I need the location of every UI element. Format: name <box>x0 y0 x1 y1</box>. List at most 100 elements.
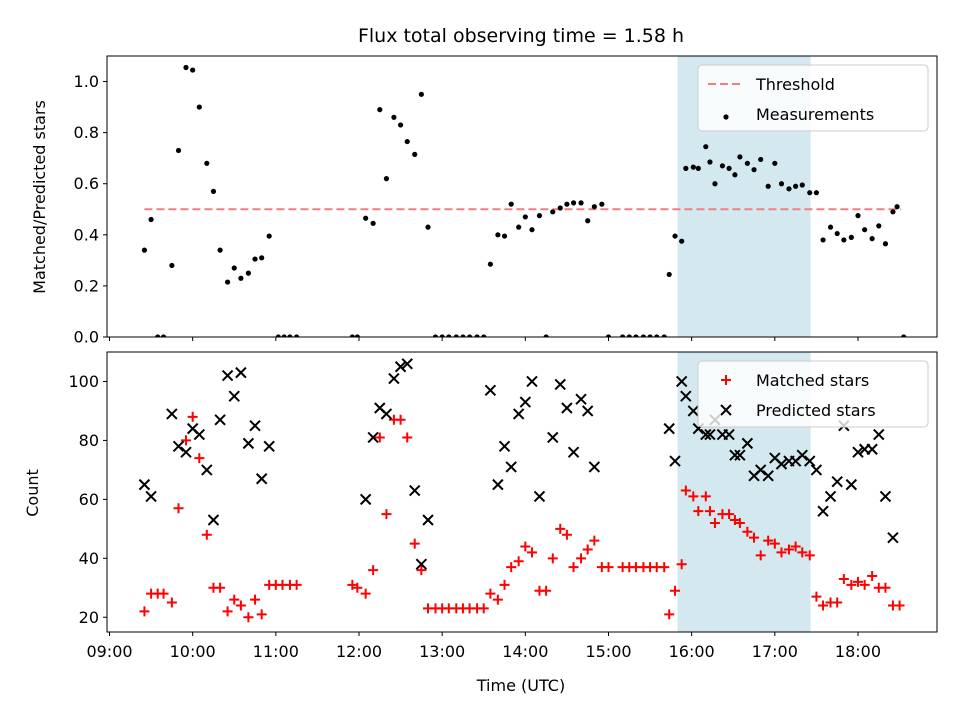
predicted-star-point <box>359 493 372 506</box>
matched-star-point <box>680 485 691 496</box>
measurement-point <box>855 213 861 219</box>
ratio-legend: Threshold Measurements <box>697 64 929 132</box>
matched-star-point <box>670 585 681 596</box>
predicted-star-point <box>138 478 151 491</box>
measurement-point <box>363 215 369 221</box>
predicted-star-point <box>845 478 858 491</box>
measurement-point <box>901 334 907 337</box>
measurement-point <box>169 262 175 269</box>
measurement-point <box>813 190 820 196</box>
measurement-point <box>719 163 726 169</box>
matched-star-point <box>776 547 787 558</box>
ratio-x-ticks <box>108 337 859 341</box>
matched-star-point <box>360 588 371 599</box>
x-axis-label: Time (UTC) <box>476 676 565 695</box>
legend-matched-swatch <box>721 375 731 385</box>
predicted-star-point <box>554 378 566 391</box>
predicted-star-point <box>484 384 497 397</box>
predicted-star-point <box>193 428 206 441</box>
measurement-point <box>647 334 653 337</box>
measurement-point <box>778 181 785 187</box>
ratio-y-label: Matched/Predicted stars <box>30 100 49 294</box>
predicted-star-point <box>180 446 192 458</box>
predicted-star-point <box>255 473 268 485</box>
measurement-point <box>679 238 685 244</box>
predicted-star-point <box>704 428 716 441</box>
measurement-point <box>683 165 689 171</box>
measurement-point <box>772 160 778 166</box>
predicted-star-point <box>388 372 400 385</box>
matched-star-point <box>603 562 614 573</box>
matched-star-point <box>811 591 822 602</box>
predicted-star-point <box>214 414 226 426</box>
measurement-point <box>474 334 480 337</box>
predicted-star-point <box>866 443 878 455</box>
measurement-point <box>605 334 612 337</box>
measurement-point <box>703 144 709 150</box>
measurement-point <box>585 218 591 224</box>
predicted-star-point <box>762 470 774 482</box>
predicted-star-point <box>498 440 511 453</box>
measurement-point <box>287 334 293 337</box>
legend-label: Measurements <box>756 105 874 124</box>
measurement-point <box>453 334 459 337</box>
measurement-point <box>661 334 667 337</box>
predicted-star-point <box>879 490 892 503</box>
matched-star-point <box>664 609 675 620</box>
x-tick-label: 13:00 <box>419 642 465 661</box>
matched-star-point <box>256 609 267 620</box>
matched-star-point <box>568 562 579 573</box>
predicted-star-point <box>367 431 379 444</box>
measurement-point <box>620 334 626 337</box>
x-tick-label: 10:00 <box>170 642 216 661</box>
measurement-point <box>848 234 854 240</box>
measurement-point <box>391 114 397 120</box>
measurement-point <box>446 334 452 337</box>
matched-star-point <box>818 600 829 611</box>
measurement-point <box>591 204 597 210</box>
measurement-point <box>633 334 639 337</box>
predicted-star-point <box>675 375 688 388</box>
x-tick-label: 18:00 <box>835 642 881 661</box>
predicted-star-point <box>172 440 185 453</box>
measurement-point <box>183 64 189 71</box>
legend-label: Threshold <box>755 75 835 94</box>
predicted-star-point <box>887 531 899 544</box>
measurement-point <box>495 232 501 238</box>
count-y-label: Count <box>23 469 42 517</box>
measurement-point <box>275 334 281 337</box>
matched-star-point <box>520 541 531 552</box>
measurement-point <box>820 237 826 243</box>
predicted-star-point <box>754 464 767 476</box>
predicted-star-point <box>235 366 247 379</box>
ratio-panel: 0.0 0.2 0.4 0.6 0.8 1.0 Matched/Predicted sta… <box>30 55 938 347</box>
matched-star-point <box>867 571 878 581</box>
ratio-axes-frame <box>106 55 938 338</box>
measurement-point <box>412 151 418 157</box>
measurement-point <box>294 334 300 337</box>
measurement-point <box>281 334 287 337</box>
measurement-point <box>404 138 410 145</box>
y-tick-label: 1.0 <box>74 72 99 91</box>
y-tick-label: 60 <box>79 490 99 509</box>
legend-label: Predicted stars <box>756 401 876 420</box>
measurement-point <box>672 233 678 239</box>
measurement-point <box>252 256 258 262</box>
legend-predicted-swatch <box>720 404 732 416</box>
measurement-point <box>666 271 672 278</box>
x-tick-label: 17:00 <box>752 642 798 661</box>
matched-star-point <box>561 529 572 540</box>
measurement-point <box>204 160 210 166</box>
matched-star-point <box>499 579 510 590</box>
predicted-star-point <box>824 490 837 503</box>
matched-star-point <box>374 432 385 443</box>
measurement-point <box>793 183 799 189</box>
measurement-point <box>231 265 237 271</box>
count-axes-frame <box>106 351 938 633</box>
predicted-star-point <box>228 390 240 402</box>
measurement-point <box>224 279 231 285</box>
predicted-star-point <box>775 458 788 470</box>
matched-star-point <box>734 517 745 528</box>
measurement-point <box>695 165 701 171</box>
